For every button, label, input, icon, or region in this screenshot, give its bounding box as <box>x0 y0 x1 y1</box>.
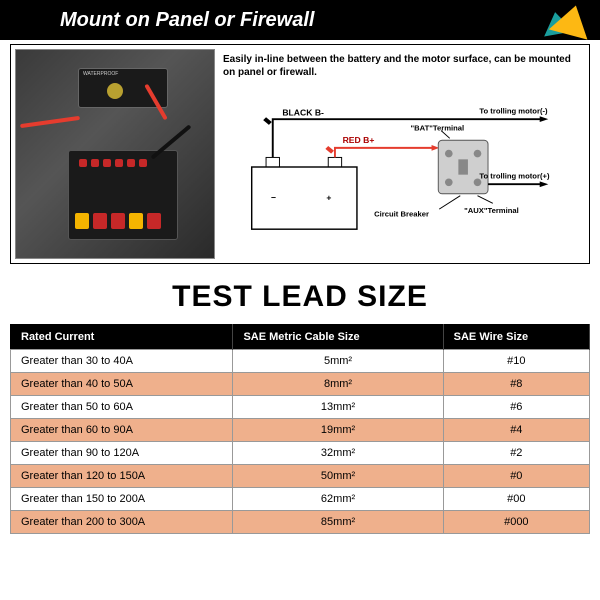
col-wire-size: SAE Wire Size <box>443 325 589 350</box>
cell-metric: 32mm² <box>233 442 443 465</box>
section-title: TEST LEAD SIZE <box>0 280 600 314</box>
cell-metric: 50mm² <box>233 465 443 488</box>
table-row: Greater than 50 to 60A13mm²#6 <box>11 396 590 419</box>
cell-current: Greater than 90 to 120A <box>11 442 233 465</box>
table-row: Greater than 200 to 300A85mm²#000 <box>11 511 590 534</box>
table-row: Greater than 30 to 40A5mm²#10 <box>11 350 590 373</box>
cell-wire: #8 <box>443 373 589 396</box>
col-metric-size: SAE Metric Cable Size <box>233 325 443 350</box>
product-photo: WATERPROOF <box>15 49 215 259</box>
red-b-plus-label: RED B+ <box>343 135 375 145</box>
cell-wire: #000 <box>443 511 589 534</box>
cell-metric: 13mm² <box>233 396 443 419</box>
description-text: Easily in-line between the battery and t… <box>223 53 577 79</box>
black-b-minus-label: BLACK B- <box>282 107 324 117</box>
table-row: Greater than 150 to 200A62mm²#00 <box>11 488 590 511</box>
cell-metric: 19mm² <box>233 419 443 442</box>
cell-wire: #4 <box>443 419 589 442</box>
page-title: Mount on Panel or Firewall <box>60 9 314 32</box>
waterproof-label: WATERPROOF <box>83 71 118 77</box>
lead-size-table: Rated Current SAE Metric Cable Size SAE … <box>10 324 590 534</box>
cell-current: Greater than 40 to 50A <box>11 373 233 396</box>
table-header-row: Rated Current SAE Metric Cable Size SAE … <box>11 325 590 350</box>
cell-current: Greater than 200 to 300A <box>11 511 233 534</box>
wiring-diagram: Easily in-line between the battery and t… <box>215 49 585 259</box>
table-row: Greater than 60 to 90A19mm²#4 <box>11 419 590 442</box>
aux-terminal-label: "AUX"Terminal <box>464 206 519 215</box>
bat-terminal-label: "BAT"Terminal <box>411 124 465 133</box>
to-motor-neg-label: To trolling motor(-) <box>479 106 548 115</box>
fuse-block-photo <box>68 150 178 240</box>
table-row: Greater than 90 to 120A32mm²#2 <box>11 442 590 465</box>
wiring-svg: − + BLACK B- To trolling motor(-) RED B+… <box>223 87 577 247</box>
cell-metric: 5mm² <box>233 350 443 373</box>
table-row: Greater than 120 to 150A50mm²#0 <box>11 465 590 488</box>
brand-logo <box>530 0 600 40</box>
cell-current: Greater than 150 to 200A <box>11 488 233 511</box>
cell-wire: #6 <box>443 396 589 419</box>
cell-metric: 8mm² <box>233 373 443 396</box>
cell-wire: #0 <box>443 465 589 488</box>
cell-wire: #2 <box>443 442 589 465</box>
cell-metric: 85mm² <box>233 511 443 534</box>
col-rated-current: Rated Current <box>11 325 233 350</box>
battery-plus-label: + <box>326 192 331 202</box>
to-motor-pos-label: To trolling motor(+) <box>479 171 550 180</box>
cell-current: Greater than 120 to 150A <box>11 465 233 488</box>
battery-minus-label: − <box>271 192 276 202</box>
cell-current: Greater than 50 to 60A <box>11 396 233 419</box>
circuit-breaker-label: Circuit Breaker <box>374 210 429 219</box>
cell-metric: 62mm² <box>233 488 443 511</box>
cell-current: Greater than 30 to 40A <box>11 350 233 373</box>
cell-wire: #10 <box>443 350 589 373</box>
header-bar: Mount on Panel or Firewall <box>0 0 600 40</box>
cell-current: Greater than 60 to 90A <box>11 419 233 442</box>
table-row: Greater than 40 to 50A8mm²#8 <box>11 373 590 396</box>
diagram-section: WATERPROOF Easily in-line between the ba… <box>10 44 590 264</box>
cell-wire: #00 <box>443 488 589 511</box>
